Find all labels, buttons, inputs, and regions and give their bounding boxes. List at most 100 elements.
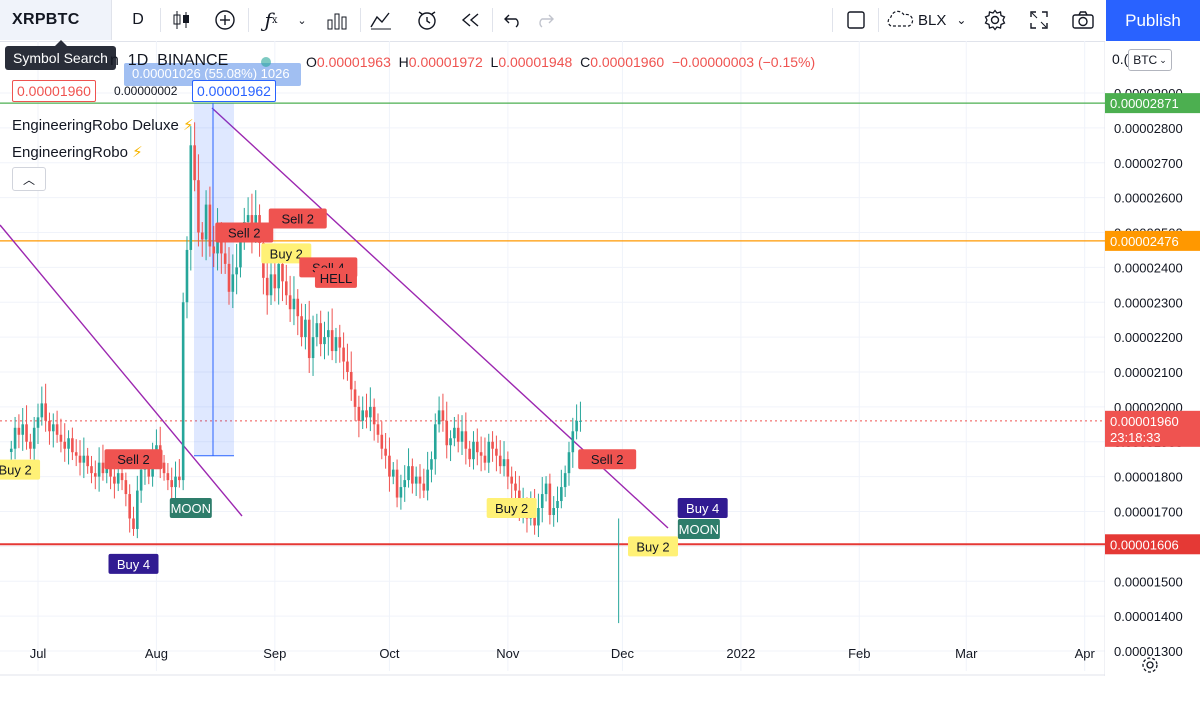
candle-body [166, 473, 170, 481]
candle-body [380, 434, 384, 449]
price-tick: 0.00001700 [1114, 505, 1183, 520]
candle-body [426, 469, 429, 491]
level-price-label: 0.00002476 [1110, 234, 1179, 249]
candle-body [48, 420, 51, 432]
compare-cloud-button[interactable]: BLX ⌄ [884, 0, 974, 40]
templates-icon[interactable] [366, 0, 396, 40]
candle-body [418, 476, 422, 484]
candle-body [120, 473, 124, 481]
indicator-deluxe[interactable]: EngineeringRobo Deluxe ⚡ [12, 116, 194, 134]
signal-buy4: Buy 4 [686, 501, 719, 516]
replay-icon[interactable] [456, 0, 486, 40]
alert-clock-icon[interactable] [412, 0, 442, 40]
candle-body [403, 480, 407, 488]
candle-body [579, 420, 582, 422]
time-tick: Sep [263, 646, 286, 661]
add-indicator-icon[interactable] [210, 0, 240, 40]
bid-price: 0.00001960 [17, 83, 91, 99]
interval-button[interactable]: D [124, 0, 152, 40]
time-axis-bg [0, 676, 1200, 710]
candle-body [399, 487, 403, 498]
indicator-basic[interactable]: EngineeringRobo ⚡ [12, 143, 143, 161]
gear-icon[interactable] [980, 0, 1010, 40]
candle-body [136, 490, 139, 529]
candles-icon[interactable] [168, 0, 196, 40]
candle-body [139, 469, 143, 491]
chevron-down-icon[interactable]: ⌄ [297, 14, 307, 27]
candle-body [346, 361, 349, 372]
candle-body [90, 466, 93, 474]
legend-exchange: BINANCE [157, 52, 229, 69]
candle-body [147, 462, 151, 477]
layout-square-icon[interactable] [842, 0, 870, 40]
redo-icon[interactable] [532, 0, 558, 40]
candle-body [55, 424, 59, 435]
time-tick: Apr [1075, 646, 1096, 661]
ask-price-box[interactable]: 0.00001962 [192, 80, 276, 102]
candle-body [181, 302, 185, 481]
camera-icon[interactable] [1068, 0, 1098, 40]
signal-buy: Buy 2 [636, 539, 669, 554]
interval-label: D [132, 11, 144, 28]
undo-icon[interactable] [500, 0, 526, 40]
candle-body [170, 480, 173, 488]
signal-badge [0, 459, 41, 480]
candle-body [128, 494, 131, 519]
currency-select[interactable]: BTC ⌄ [1128, 49, 1172, 71]
candle-body [437, 410, 441, 425]
market-status-dot [258, 54, 274, 74]
signal-moon: MOON [171, 501, 211, 516]
signal-badge [314, 267, 357, 288]
candle-body [67, 438, 70, 449]
legend-interval: 1D [127, 52, 149, 69]
signal-badge [628, 536, 679, 557]
candle-body [411, 466, 414, 484]
candle-body [487, 441, 491, 463]
candle-body [13, 427, 17, 449]
candle-body [556, 501, 559, 509]
signal-badge [261, 243, 312, 264]
signal-sell: Sell 2 [117, 452, 150, 467]
chevron-down-icon: ⌄ [956, 13, 967, 27]
candle-body [537, 508, 540, 526]
candle-body [506, 459, 510, 477]
candle-body [430, 459, 433, 470]
signal-buy: Buy 2 [0, 463, 32, 478]
symbol-search-button[interactable]: XRPBTC [0, 0, 112, 40]
time-axis: Jul Aug Sep Oct Nov Dec 2022 Feb Mar Apr [0, 646, 1200, 710]
candle-body [323, 337, 326, 345]
time-tick: Nov [496, 646, 520, 661]
time-tick: Oct [379, 646, 400, 661]
candle-body [453, 427, 456, 439]
candle-body [327, 330, 330, 338]
ask-price: 0.00001962 [197, 83, 271, 99]
candle-body [498, 455, 502, 467]
candle-body [571, 431, 575, 453]
price-tick: 0.00001400 [1114, 609, 1183, 624]
candle-body [277, 263, 280, 289]
candle-body [231, 274, 235, 292]
candle-body [21, 424, 25, 435]
fullscreen-icon[interactable] [1024, 0, 1054, 40]
candle-body [94, 473, 97, 477]
candle-body [567, 452, 571, 474]
price-tick: 0.00002800 [1114, 121, 1183, 136]
candle-body [82, 455, 86, 463]
tooltip-text: Symbol Search [13, 50, 108, 66]
candle-body [17, 427, 21, 435]
candle-body [449, 438, 452, 446]
candle-body [372, 406, 376, 425]
bid-price-box[interactable]: 0.00001960 [12, 80, 96, 102]
publish-button[interactable]: Publish [1106, 0, 1200, 41]
gear-center [1146, 661, 1154, 669]
candle-body [86, 455, 89, 467]
candle-body [548, 483, 552, 515]
candle-body [540, 494, 544, 509]
horizontal-lines [0, 102, 1105, 546]
collapse-legend-button[interactable]: ︿ [12, 167, 46, 191]
bar-chart-icon[interactable] [322, 0, 352, 40]
price-chart[interactable]: 0.00001026 (55.08%) 1026 Buy 2 Sell 2 MOON… [0, 41, 1200, 710]
signal-badge [215, 222, 274, 243]
candle-body [193, 145, 196, 181]
